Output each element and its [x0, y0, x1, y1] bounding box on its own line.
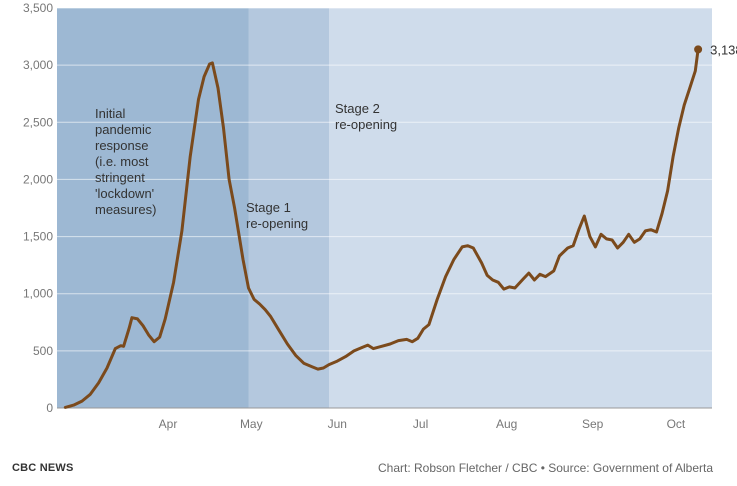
- brand-label: CBC NEWS: [12, 462, 74, 474]
- band-label-line: Initial: [95, 106, 125, 121]
- y-tick-label: 1,000: [23, 287, 53, 301]
- series-end-value-label: 3,138: [710, 42, 737, 57]
- y-tick-label: 3,500: [23, 1, 53, 15]
- band-label-line: response: [95, 138, 148, 153]
- y-tick-label: 1,500: [23, 230, 53, 244]
- band-label-line: measures): [95, 202, 156, 217]
- y-tick-label: 2,000: [23, 172, 53, 186]
- period-band-3: [328, 8, 712, 408]
- band-label-line: pandemic: [95, 122, 152, 137]
- band-label-line: 'lockdown': [95, 186, 154, 201]
- x-tick-label: Sep: [582, 417, 604, 431]
- band-label-line: re-opening: [335, 117, 397, 132]
- band-label-line: (i.e. most: [95, 154, 149, 169]
- series-line: [63, 47, 700, 409]
- x-tick-label: Aug: [496, 417, 517, 431]
- series-end-point: [694, 45, 703, 54]
- source-credit: Chart: Robson Fletcher / CBC • Source: G…: [377, 461, 713, 475]
- y-tick-label: 500: [33, 344, 53, 358]
- x-tick-label: Jul: [413, 417, 428, 431]
- y-tick-label: 0: [46, 401, 53, 415]
- x-tick-label: Jun: [328, 417, 347, 431]
- x-tick-label: Apr: [159, 417, 178, 431]
- x-tick-label: May: [240, 417, 263, 431]
- x-tick-label: Oct: [667, 417, 686, 431]
- y-tick-label: 3,000: [23, 58, 53, 72]
- band-label-line: Stage 1: [246, 200, 291, 215]
- band-label-line: re-opening: [246, 216, 308, 231]
- y-tick-label: 2,500: [23, 115, 53, 129]
- period-band-2: [248, 8, 329, 408]
- band-label-line: Stage 2: [335, 101, 380, 116]
- band-label-line: stringent: [95, 170, 145, 185]
